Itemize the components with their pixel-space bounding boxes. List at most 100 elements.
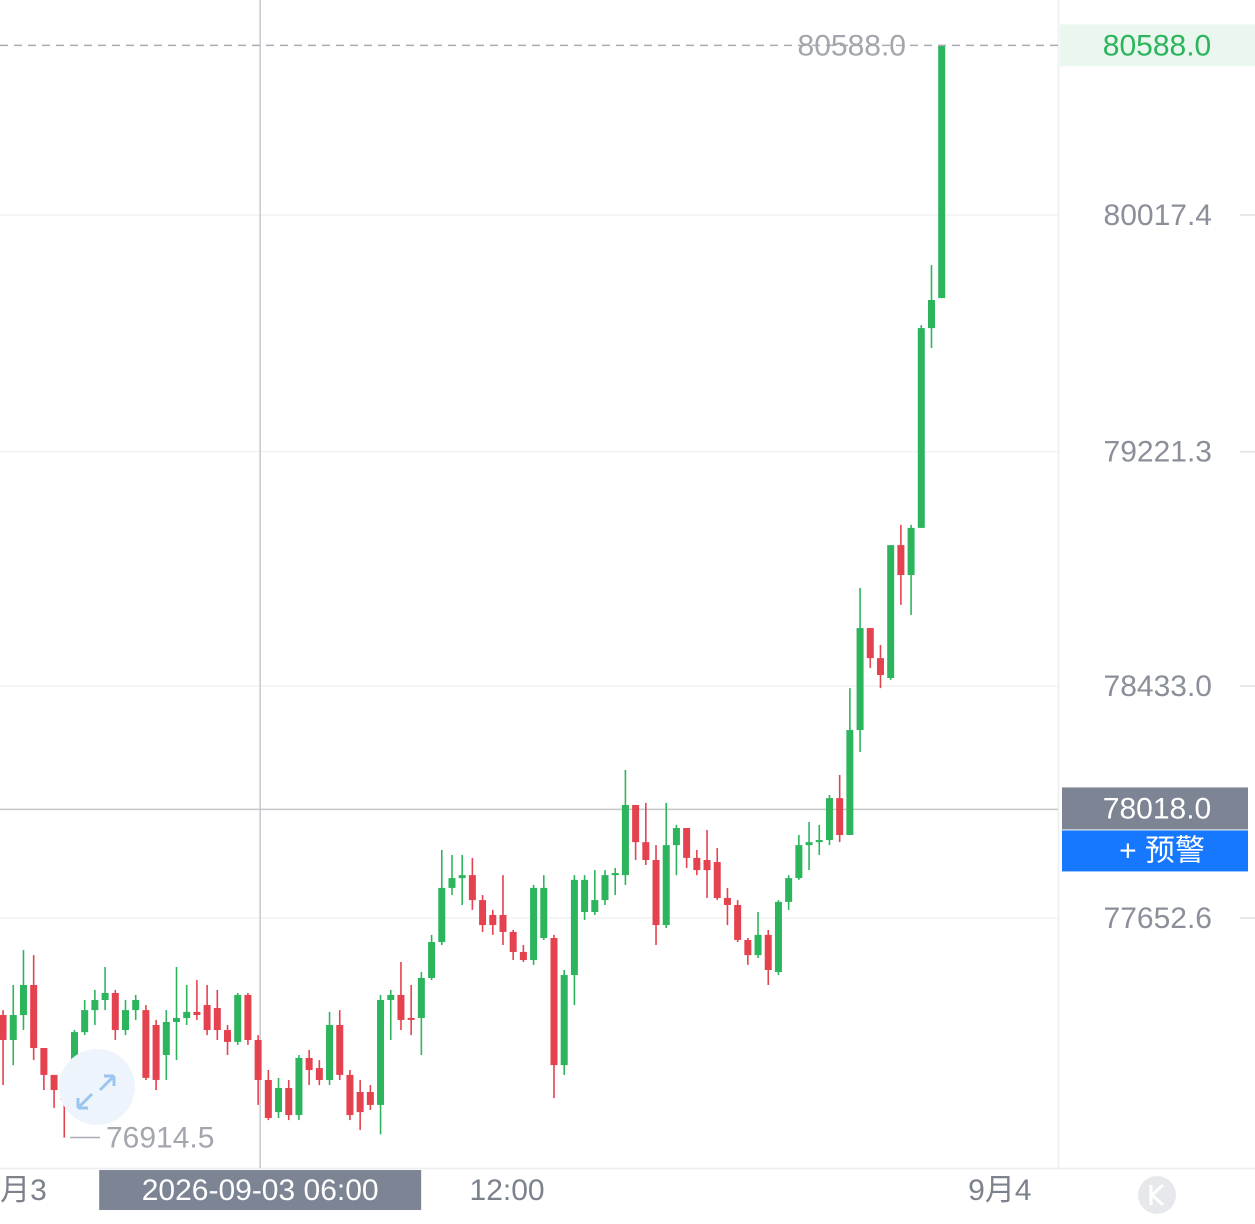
candle-body <box>407 1017 415 1020</box>
x-tick-label: 9月4 <box>968 1174 1031 1207</box>
candle-body <box>836 798 844 835</box>
candle-body <box>560 975 568 1066</box>
candle-body <box>438 887 446 943</box>
candle-body <box>815 840 823 843</box>
candle-body <box>530 887 538 961</box>
candle-body <box>866 628 874 659</box>
candle-body <box>764 934 772 970</box>
candle-body <box>499 914 507 932</box>
candle-body <box>254 1039 262 1080</box>
candle-body <box>326 1024 334 1080</box>
candle-body <box>275 1087 283 1113</box>
candle-body <box>601 875 609 901</box>
candle-body <box>0 1015 7 1040</box>
candle-body <box>203 1005 211 1031</box>
candle-body <box>927 300 935 329</box>
candle-body <box>713 862 721 899</box>
crosshair-price-label: 78018.0 <box>1103 792 1211 825</box>
candle-body <box>387 994 395 1000</box>
candle-body <box>132 999 140 1011</box>
candle-body <box>785 878 793 902</box>
candle-body <box>315 1068 323 1080</box>
candle-body <box>887 545 895 679</box>
candle-body <box>448 878 456 888</box>
candle-body <box>652 859 660 926</box>
candle-body <box>489 914 497 926</box>
candle-body <box>479 900 487 926</box>
candle-body <box>774 901 782 973</box>
candle-body <box>938 45 946 299</box>
candle-body <box>224 1030 232 1042</box>
candle-body <box>244 994 252 1040</box>
y-tick-label: 78433.0 <box>1104 670 1212 703</box>
candle-body <box>723 898 731 906</box>
candle-body <box>193 1011 201 1016</box>
candle-body <box>846 730 854 835</box>
candle-body <box>468 875 476 901</box>
icon-k <box>1149 1183 1165 1207</box>
candle-body <box>91 999 99 1011</box>
y-tick-label: 80017.4 <box>1104 199 1212 232</box>
icon-bg <box>59 1049 135 1125</box>
x-tick-label: 月3 <box>0 1174 47 1207</box>
candle-body <box>19 984 27 1016</box>
last-price-box <box>1060 24 1255 67</box>
candle-body <box>285 1087 293 1116</box>
alert-button[interactable]: + 预警 <box>1062 830 1248 872</box>
candle-body <box>611 873 619 876</box>
candle-body <box>152 1024 160 1080</box>
candle-body <box>876 658 884 676</box>
candle-body <box>30 984 38 1049</box>
crosshair-time-box <box>99 1170 422 1210</box>
candle-body <box>642 842 650 860</box>
candle-body <box>662 845 670 926</box>
candle-body <box>346 1074 354 1116</box>
candle-body <box>795 845 803 879</box>
candle-body <box>336 1024 344 1075</box>
candle-body <box>672 828 680 846</box>
candle-body <box>540 887 548 939</box>
crosshair-price-box <box>1062 787 1248 830</box>
candle-body <box>305 1057 313 1071</box>
candle-body <box>734 905 742 940</box>
candle-body <box>897 545 905 576</box>
candle-body <box>754 934 762 956</box>
candle-body <box>744 939 752 956</box>
candle-body <box>377 999 385 1105</box>
candle-body <box>295 1057 303 1116</box>
candle-body <box>825 798 833 841</box>
k-icon[interactable] <box>1138 1176 1176 1214</box>
candle-body <box>81 1010 89 1033</box>
candle-body <box>417 977 425 1018</box>
candle-body <box>213 1008 221 1031</box>
candle-body <box>101 993 109 1000</box>
candle-body <box>173 1017 181 1022</box>
candle-body <box>509 931 517 952</box>
candle-body <box>264 1079 272 1119</box>
y-tick-label: 77652.6 <box>1104 902 1212 935</box>
candle-body <box>356 1092 364 1113</box>
candle-body <box>142 1010 150 1078</box>
candle-body <box>907 527 915 576</box>
icon-bg <box>1138 1176 1176 1214</box>
alert-button-label: + 预警 <box>1119 834 1205 867</box>
candle-body <box>162 1021 170 1055</box>
candle-body <box>50 1074 58 1091</box>
candle-body <box>683 828 691 858</box>
candle-body <box>917 328 925 528</box>
candle-body <box>121 1010 129 1031</box>
candle-body <box>856 628 864 731</box>
candle-body <box>703 859 711 871</box>
candle-body <box>428 942 436 978</box>
x-tick-label: 12:00 <box>470 1174 545 1207</box>
candle-body <box>234 994 242 1042</box>
candle-body <box>581 879 589 912</box>
expand-icon[interactable] <box>59 1049 135 1125</box>
candle-body <box>519 951 527 961</box>
candle-body <box>693 857 701 871</box>
candle-body <box>397 994 405 1020</box>
max-label: 80588.0 <box>798 29 906 62</box>
candle-body <box>111 993 119 1031</box>
candle-body <box>40 1048 48 1075</box>
